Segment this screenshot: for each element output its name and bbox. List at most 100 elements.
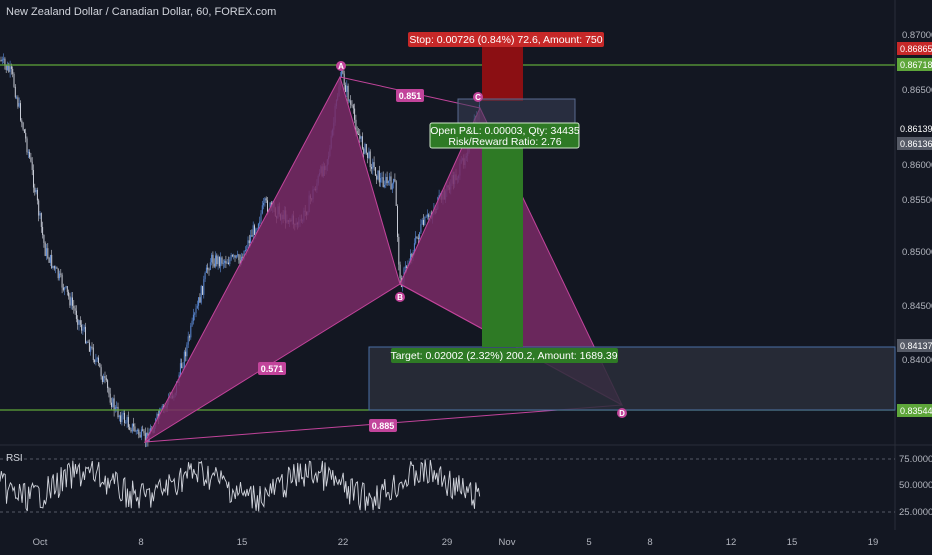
candle-body <box>256 228 258 230</box>
candle-body <box>4 58 6 65</box>
candle-body <box>34 187 36 193</box>
time-axis[interactable]: Oct 8 15 22 29 Nov 5 8 12 15 19 <box>33 537 879 548</box>
candle-body <box>265 198 267 201</box>
candle-body <box>74 308 76 311</box>
candle-body <box>221 257 223 264</box>
candle-body <box>122 412 124 415</box>
candle-body <box>9 66 11 72</box>
candle-body <box>190 325 192 338</box>
candle-body <box>179 363 181 375</box>
candle-body <box>215 255 216 267</box>
candle-body <box>398 237 400 265</box>
price-marker: 0.86136 <box>900 139 932 149</box>
candle-body <box>385 176 387 185</box>
rsi-panel[interactable] <box>0 458 895 513</box>
candle-body <box>200 285 202 303</box>
rsi-axis: 75.0000 50.0000 25.0000 <box>899 454 932 518</box>
candle-body <box>12 68 14 74</box>
candle-body <box>209 262 211 271</box>
ratio-xc-label: 0.851 <box>399 91 422 101</box>
candle-body <box>51 254 53 269</box>
candle-body <box>192 314 194 321</box>
candle-body <box>186 344 188 357</box>
candle-body <box>343 73 345 86</box>
candle-body <box>235 255 237 258</box>
candle-body <box>252 225 254 237</box>
candle-body <box>233 255 235 257</box>
candle-body <box>374 167 376 176</box>
time-tick: 22 <box>338 537 349 548</box>
candle-body <box>72 297 73 306</box>
candle-body <box>92 347 94 361</box>
candle-body <box>52 265 54 269</box>
rsi-indicator-label[interactable]: RSI <box>6 453 23 464</box>
candle-body <box>100 367 102 377</box>
candle-body <box>75 310 77 319</box>
point-a-label: A <box>338 62 344 71</box>
candle-body <box>391 183 393 190</box>
candle-body <box>156 413 158 419</box>
candle-body <box>224 260 226 263</box>
candle-body <box>64 287 66 290</box>
candle-body <box>426 214 428 217</box>
candle-body <box>347 85 349 101</box>
candle-body <box>423 219 424 226</box>
candle-body <box>27 151 29 153</box>
long-position-tool[interactable]: Stop: 0.00726 (0.84%) 72.6, Amount: 750 … <box>368 32 896 411</box>
candle-body <box>244 250 246 252</box>
candle-body <box>113 398 115 411</box>
pnl-label: Open P&L: 0.00003, Qty: 34435 <box>430 125 580 137</box>
candle-body <box>218 256 220 267</box>
point-c-label: C <box>475 93 481 102</box>
candle-body <box>269 202 271 211</box>
candle-body <box>18 103 20 107</box>
candle-body <box>53 265 55 269</box>
candle-body <box>359 134 361 139</box>
candle-body <box>129 426 131 430</box>
candle-body <box>225 260 227 264</box>
candle-body <box>377 170 379 180</box>
candle-body <box>373 162 375 168</box>
candle-body <box>394 179 396 182</box>
candle-body <box>234 255 236 258</box>
candle-body <box>5 64 7 70</box>
candle-body <box>194 313 196 315</box>
candle-body <box>95 359 97 363</box>
candle-body <box>90 346 92 352</box>
candle-body <box>195 308 197 314</box>
candle-body <box>98 357 99 364</box>
candle-body <box>198 297 200 306</box>
candle-body <box>345 85 346 92</box>
candle-body <box>417 237 419 240</box>
price-marker: 0.86718 <box>900 60 932 70</box>
candle-body <box>261 205 263 214</box>
candle-body <box>83 326 85 330</box>
price-marker: 0.86865 <box>900 44 932 54</box>
candle-body <box>142 429 144 431</box>
candle-body <box>189 336 190 338</box>
candle-body <box>196 305 198 309</box>
candle-body <box>14 86 16 98</box>
candle-body <box>25 132 27 139</box>
candle-body <box>341 65 343 77</box>
candle-body <box>386 176 388 184</box>
candle-body <box>79 320 81 325</box>
candle-body <box>29 151 31 158</box>
candle-body <box>406 266 408 268</box>
rsi-tick: 75.0000 <box>899 454 932 465</box>
candle-body <box>419 232 421 240</box>
candle-body <box>31 161 33 170</box>
candle-body <box>57 268 59 279</box>
candle-body <box>105 378 107 381</box>
candle-body <box>99 363 101 368</box>
candle-body <box>260 213 262 222</box>
candle-body <box>130 429 132 432</box>
candle-body <box>211 254 213 263</box>
